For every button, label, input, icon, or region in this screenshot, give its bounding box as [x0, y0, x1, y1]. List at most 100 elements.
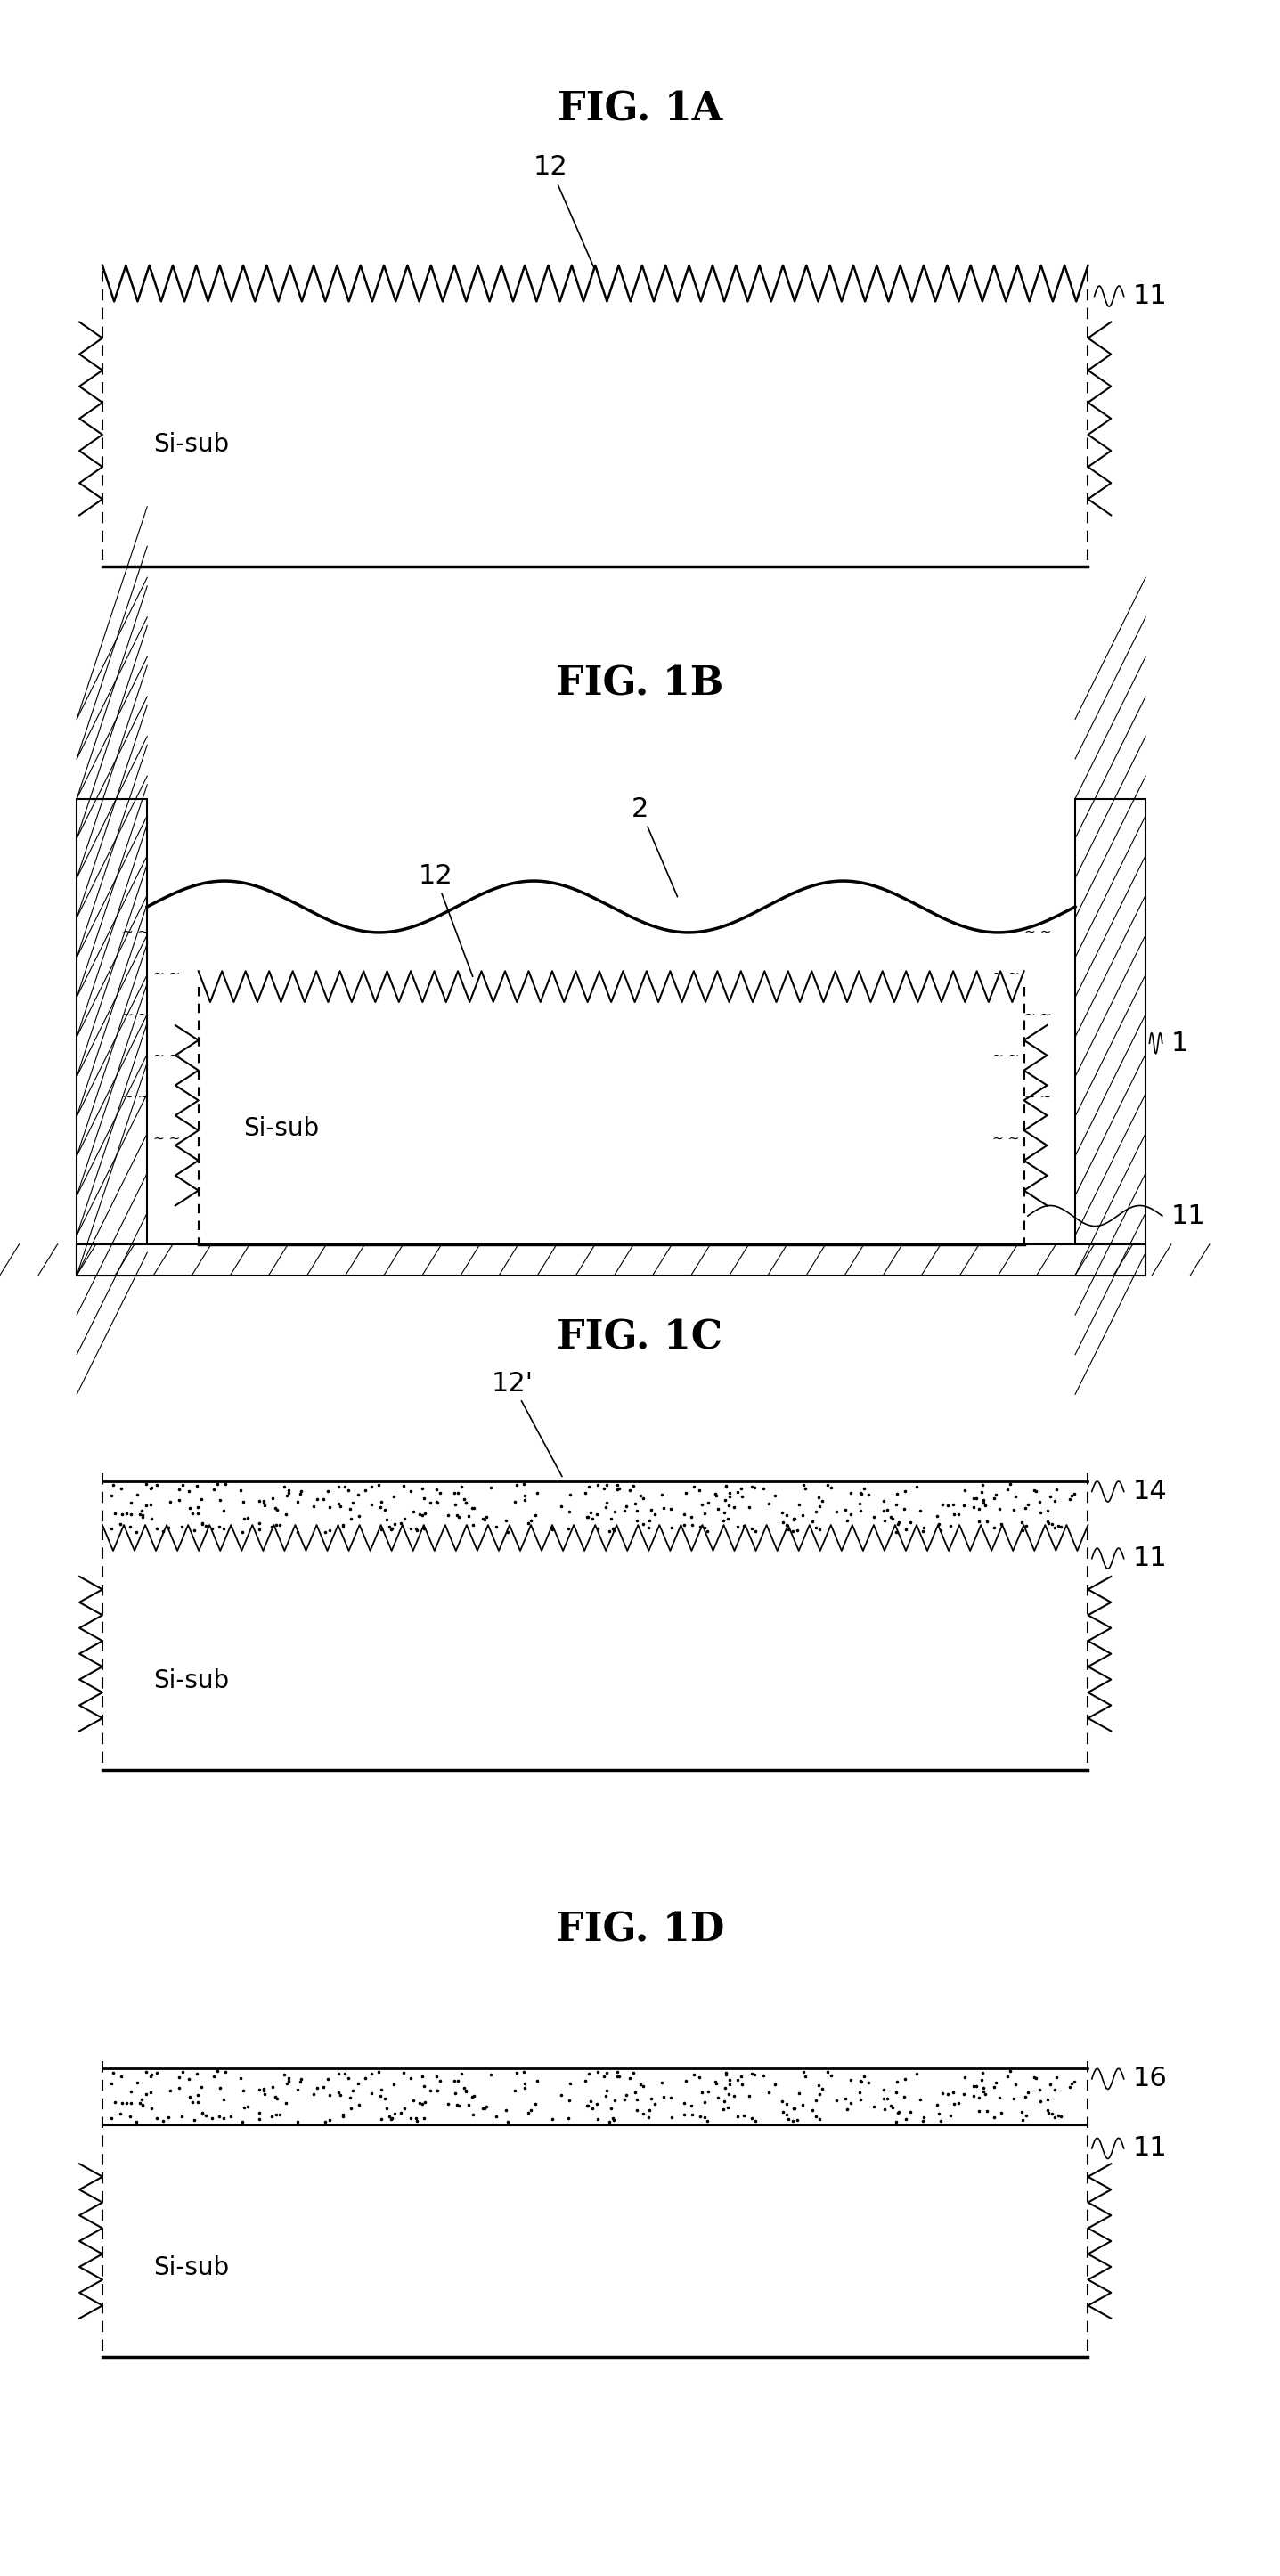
Point: [410, 1494, 430, 1535]
Point: [596, 1466, 617, 1507]
Point: [705, 2061, 726, 2102]
Point: [187, 1466, 207, 1507]
Text: 12: 12: [419, 863, 472, 976]
Point: [1012, 1510, 1033, 1551]
Point: [716, 1466, 736, 1507]
Point: [480, 1466, 500, 1507]
Point: [689, 2056, 709, 2097]
Point: [426, 1468, 447, 1510]
Point: [474, 2089, 494, 2130]
Point: [713, 2089, 733, 2130]
Point: [795, 1468, 815, 1510]
Point: [989, 2076, 1010, 2117]
Point: [287, 1481, 307, 1522]
Text: ~ ~: ~ ~: [154, 1048, 180, 1064]
Point: [330, 2074, 351, 2115]
Point: [445, 2074, 466, 2115]
Point: [120, 1481, 141, 1522]
Point: [412, 2084, 433, 2125]
Point: [632, 2066, 653, 2107]
Point: [214, 1489, 234, 1530]
Point: [448, 1473, 468, 1515]
Point: [146, 1507, 166, 1548]
Point: [808, 2063, 828, 2105]
Point: [196, 2094, 216, 2136]
Point: [694, 2097, 714, 2138]
Point: [279, 1468, 300, 1510]
Point: [681, 2094, 701, 2136]
Point: [192, 1502, 212, 1543]
Point: [146, 1463, 166, 1504]
Point: [191, 2066, 211, 2107]
Point: [623, 2053, 644, 2094]
Point: [383, 1476, 403, 1517]
Point: [338, 1471, 358, 1512]
Point: [835, 1489, 855, 1530]
Point: [616, 1486, 636, 1528]
Point: [192, 2092, 212, 2133]
Point: [406, 1507, 426, 1548]
Point: [266, 1489, 287, 1530]
Point: [328, 1484, 348, 1525]
Point: [420, 2071, 440, 2112]
Point: [410, 2081, 430, 2123]
Point: [253, 2074, 274, 2115]
Point: [317, 2058, 338, 2099]
Point: [777, 2094, 797, 2136]
Point: [303, 2074, 324, 2115]
Point: [463, 1486, 484, 1528]
Point: [426, 2069, 447, 2110]
Point: [840, 2084, 860, 2125]
Point: [371, 2069, 392, 2110]
Point: [969, 2092, 989, 2133]
Point: [518, 1502, 539, 1543]
Point: [676, 2061, 696, 2102]
Point: [969, 2076, 989, 2117]
Point: [541, 1510, 562, 1551]
Point: [379, 2097, 399, 2138]
Point: [954, 1484, 974, 1525]
Point: [430, 2061, 451, 2102]
Point: [640, 2079, 660, 2120]
Point: [426, 2056, 447, 2097]
Point: [515, 2069, 535, 2110]
Point: [694, 1507, 714, 1548]
Point: [1060, 1479, 1080, 1520]
Point: [116, 2081, 137, 2123]
Point: [806, 1492, 827, 1533]
Point: [265, 2076, 285, 2117]
Point: [401, 1471, 421, 1512]
Point: [125, 1512, 146, 1553]
Point: [579, 2053, 599, 2094]
Point: [188, 1492, 209, 1533]
Point: [380, 1510, 401, 1551]
Point: [873, 1489, 893, 1530]
Point: [454, 1479, 475, 1520]
Point: [210, 1479, 230, 1520]
Point: [1004, 1489, 1024, 1530]
Point: [445, 1484, 466, 1525]
Point: [116, 1494, 137, 1535]
Text: ~ ~: ~ ~: [122, 925, 148, 940]
Point: [765, 1476, 786, 1517]
Point: [603, 1507, 623, 1548]
Point: [113, 2081, 133, 2123]
Point: [874, 1499, 895, 1540]
Point: [495, 1499, 516, 1540]
Point: [129, 2084, 150, 2125]
Point: [991, 2092, 1011, 2133]
Point: [406, 2097, 426, 2138]
Point: [841, 1471, 861, 1512]
Point: [577, 1497, 598, 1538]
Point: [1000, 2050, 1020, 2092]
Point: [253, 1481, 274, 1522]
Text: 11: 11: [1133, 283, 1167, 309]
Text: ~ ~: ~ ~: [122, 1007, 148, 1023]
Point: [895, 2058, 915, 2099]
Point: [1037, 1489, 1057, 1530]
Point: [319, 2074, 339, 2115]
Point: [812, 2069, 832, 2110]
Point: [854, 1468, 874, 1510]
Point: [172, 1507, 192, 1548]
Point: [609, 1468, 630, 1510]
